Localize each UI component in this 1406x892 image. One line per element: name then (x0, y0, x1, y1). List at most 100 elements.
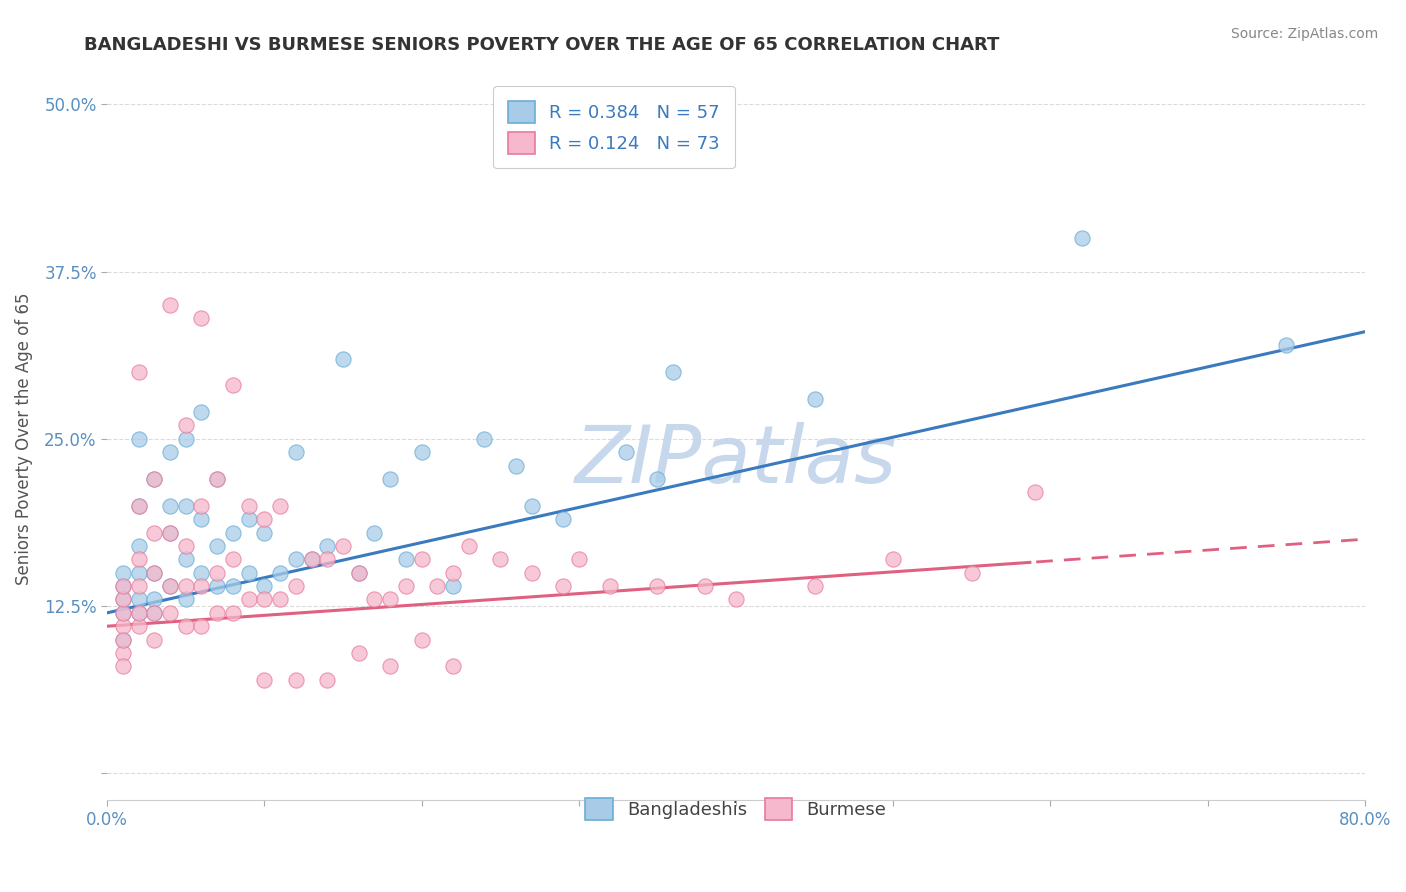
Point (111, 579, 134, 593)
Text: Source: ZipAtlas.com: Source: ZipAtlas.com (1230, 27, 1378, 41)
Point (347, 566, 370, 580)
Point (128, 579, 150, 593)
Point (159, 606, 181, 620)
Point (316, 673, 339, 687)
Point (174, 592, 197, 607)
Point (253, 512, 276, 526)
Point (222, 579, 245, 593)
Point (222, 525, 245, 540)
Point (238, 499, 260, 513)
Point (143, 606, 166, 620)
Point (411, 552, 433, 566)
Point (143, 566, 166, 580)
Point (143, 472, 166, 486)
Point (284, 673, 307, 687)
Point (238, 592, 260, 607)
Point (441, 566, 464, 580)
Point (111, 632, 134, 647)
Point (441, 659, 464, 673)
Point (568, 552, 591, 566)
Point (316, 539, 339, 553)
Point (378, 659, 401, 673)
Point (222, 606, 245, 620)
Point (143, 525, 166, 540)
Point (174, 418, 197, 433)
Point (143, 606, 166, 620)
Point (222, 378, 245, 392)
Point (284, 579, 307, 593)
Point (143, 632, 166, 647)
Point (159, 445, 181, 459)
Point (1275, 338, 1298, 352)
Point (143, 566, 166, 580)
Point (238, 512, 260, 526)
Point (253, 579, 276, 593)
Point (614, 445, 637, 459)
Point (111, 659, 134, 673)
Point (378, 592, 401, 607)
Point (301, 552, 323, 566)
Point (111, 566, 134, 580)
Point (269, 499, 291, 513)
Point (128, 499, 150, 513)
Point (662, 365, 685, 379)
Point (111, 632, 134, 647)
Legend: Bangladeshis, Burmese: Bangladeshis, Burmese (571, 784, 901, 835)
Point (269, 566, 291, 580)
Point (159, 579, 181, 593)
Point (111, 592, 134, 607)
Point (332, 351, 354, 366)
Point (457, 539, 479, 553)
Point (128, 552, 150, 566)
Text: BANGLADESHI VS BURMESE SENIORS POVERTY OVER THE AGE OF 65 CORRELATION CHART: BANGLADESHI VS BURMESE SENIORS POVERTY O… (84, 36, 1000, 54)
Point (1024, 485, 1046, 500)
Point (411, 632, 433, 647)
Point (301, 552, 323, 566)
Point (111, 606, 134, 620)
Point (647, 472, 669, 486)
Point (724, 592, 747, 607)
Point (174, 619, 197, 633)
Point (347, 646, 370, 660)
Point (395, 579, 418, 593)
Point (111, 579, 134, 593)
Point (238, 566, 260, 580)
Point (111, 592, 134, 607)
Point (128, 566, 150, 580)
Point (174, 499, 197, 513)
Point (520, 566, 543, 580)
Point (803, 392, 825, 406)
Point (205, 472, 228, 486)
Point (520, 499, 543, 513)
Point (111, 619, 134, 633)
Point (190, 499, 212, 513)
Point (269, 592, 291, 607)
Point (128, 539, 150, 553)
Point (190, 619, 212, 633)
Point (205, 539, 228, 553)
Point (174, 539, 197, 553)
Point (441, 579, 464, 593)
Point (395, 552, 418, 566)
Y-axis label: Seniors Poverty Over the Age of 65: Seniors Poverty Over the Age of 65 (15, 293, 32, 585)
Point (426, 579, 449, 593)
Point (205, 566, 228, 580)
Point (174, 432, 197, 446)
Point (128, 619, 150, 633)
Point (159, 525, 181, 540)
Point (551, 579, 574, 593)
Point (190, 405, 212, 419)
Point (111, 606, 134, 620)
Point (111, 646, 134, 660)
Text: ZIPatlas: ZIPatlas (575, 422, 897, 500)
Point (882, 552, 904, 566)
Point (253, 525, 276, 540)
Point (411, 445, 433, 459)
Point (174, 579, 197, 593)
Point (190, 579, 212, 593)
Point (1070, 231, 1092, 245)
Point (363, 592, 385, 607)
Point (190, 566, 212, 580)
Point (363, 525, 385, 540)
Point (551, 512, 574, 526)
